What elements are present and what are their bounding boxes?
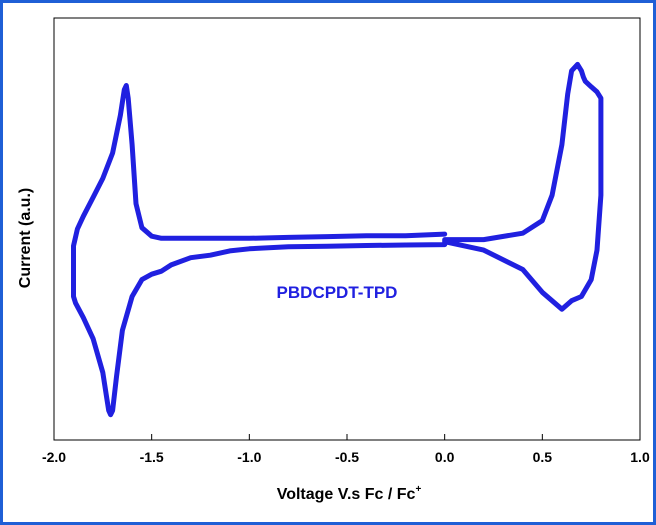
- x-tick-label: 1.0: [630, 449, 650, 465]
- cv-curve: [71, 61, 604, 418]
- x-axis-ticks: [53, 434, 641, 440]
- x-axis-label: Voltage V.s Fc / Fc+: [277, 484, 422, 503]
- x-tick-label: -0.5: [335, 449, 359, 465]
- compound-label: PBDCPDT-TPD: [277, 283, 398, 302]
- x-tick-label: -1.0: [237, 449, 261, 465]
- x-tick-label: -1.5: [140, 449, 164, 465]
- x-tick-label: 0.5: [533, 449, 553, 465]
- y-axis-label: Current (a.u.): [17, 188, 34, 288]
- x-axis-label-main: Voltage V.s Fc / Fc: [277, 486, 416, 503]
- x-axis-tick-labels: -2.0 -1.5 -1.0 -0.5 0.0 0.5 1.0: [42, 449, 650, 465]
- x-tick-label: 0.0: [435, 449, 455, 465]
- cyclic-voltammogram-chart: -2.0 -1.5 -1.0 -0.5 0.0 0.5 1.0 PBDCPDT-TPD Vo…: [17, 17, 650, 503]
- x-tick-label: -2.0: [42, 449, 66, 465]
- x-axis-label-superscript: +: [415, 484, 421, 495]
